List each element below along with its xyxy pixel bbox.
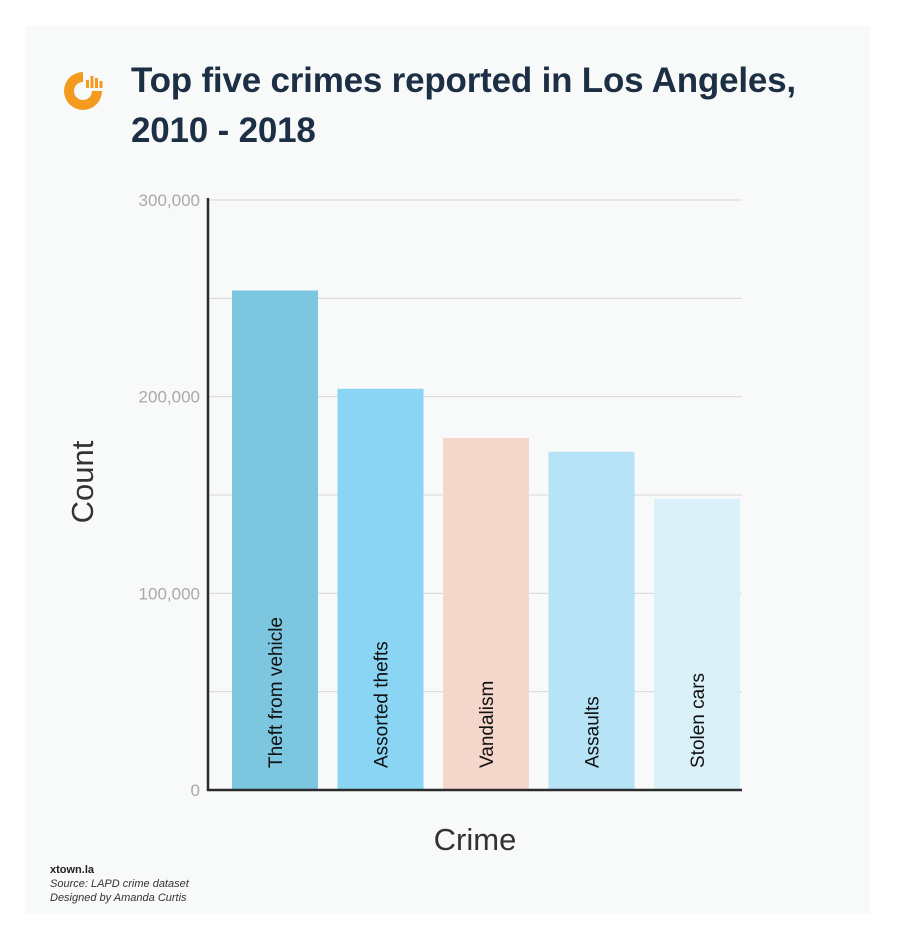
- bar: [232, 290, 318, 790]
- bar: [548, 451, 635, 790]
- footer: xtown.la Source: LAPD crime dataset Desi…: [50, 863, 189, 905]
- bar: [654, 498, 740, 790]
- xtown-logo-icon: [64, 72, 103, 110]
- bar-label: Theft from vehicle: [266, 617, 287, 768]
- y-tick-label: 0: [191, 781, 200, 800]
- bar-label: Assaults: [583, 696, 604, 768]
- chart-title: Top five crimes reported in Los Angeles,…: [131, 61, 796, 150]
- bar-label: Assorted thefts: [372, 641, 393, 768]
- bar: [337, 388, 424, 790]
- y-tick-label: 300,000: [139, 191, 200, 210]
- bar: [443, 437, 529, 790]
- bar-label: Stolen cars: [688, 673, 709, 768]
- y-axis-title: Count: [65, 440, 100, 523]
- footer-source: Source: LAPD crime dataset: [50, 878, 189, 890]
- bar-label: Vandalism: [477, 681, 498, 768]
- y-tick-label: 200,000: [139, 388, 200, 407]
- x-axis-title: Crime: [434, 822, 517, 857]
- footer-brand[interactable]: xtown.la: [50, 864, 95, 876]
- y-tick-label: 100,000: [139, 584, 200, 603]
- footer-credit: Designed by Amanda Curtis: [50, 892, 187, 904]
